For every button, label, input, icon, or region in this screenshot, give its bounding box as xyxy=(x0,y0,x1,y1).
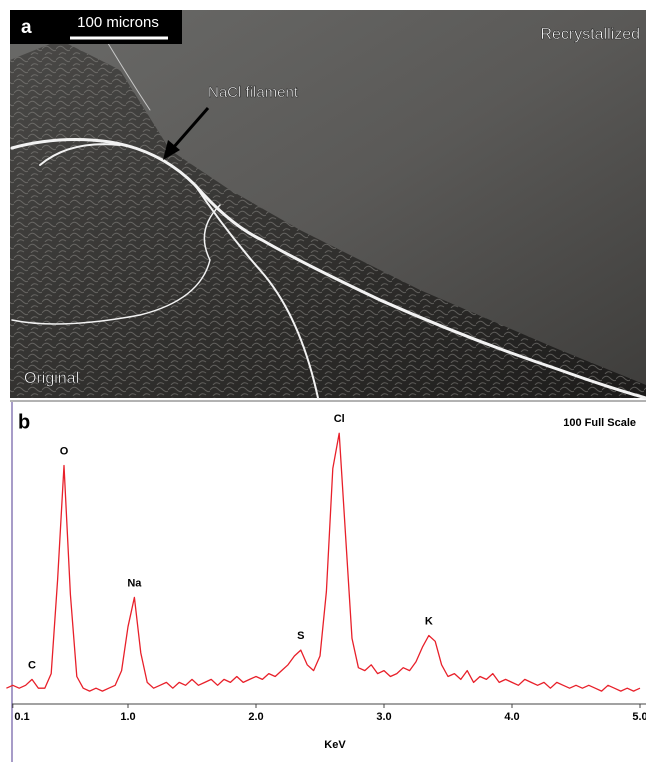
x-tick-label: 0.1 xyxy=(14,711,29,723)
x-tick-label: 2.0 xyxy=(248,711,263,723)
arrow-shaft xyxy=(171,107,210,149)
x-axis-label: KeV xyxy=(324,739,346,751)
micrograph: a 100 microns Recrystallized NaCl filame… xyxy=(10,10,646,400)
x-tick-label: 5.0 xyxy=(632,711,646,723)
x-tick-label: 4.0 xyxy=(504,711,519,723)
arrow-head xyxy=(163,140,180,160)
region-label: Original xyxy=(24,370,79,387)
x-tick-label: 1.0 xyxy=(120,711,135,723)
panel-label: b xyxy=(18,411,30,433)
peak-label: O xyxy=(60,445,69,457)
peak-label: S xyxy=(297,630,304,642)
original-texture xyxy=(10,40,646,398)
x-tick-label: 3.0 xyxy=(376,711,391,723)
peak-label: Cl xyxy=(334,413,345,425)
filaments xyxy=(10,29,646,400)
panel-label: a xyxy=(21,17,32,38)
chart-title: 100 Full Scale xyxy=(563,417,636,429)
peak-label: Na xyxy=(127,577,142,589)
region-label: Recrystallized xyxy=(540,26,640,43)
scale-bar-label: 100 microns xyxy=(77,14,159,31)
filament-label: NaCl filament xyxy=(208,84,299,101)
peak-label: K xyxy=(425,615,433,627)
spectrum-line xyxy=(6,432,641,692)
peak-label: C xyxy=(28,659,36,671)
panel-label-box xyxy=(10,10,54,44)
